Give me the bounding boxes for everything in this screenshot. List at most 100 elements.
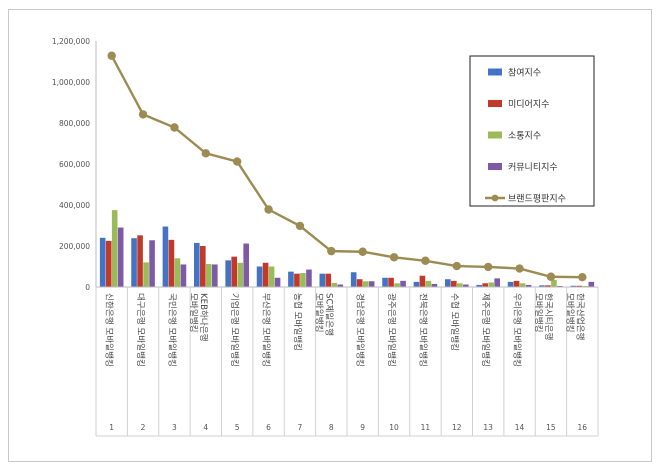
- bar-4: [494, 278, 500, 287]
- reputation-point: [483, 262, 493, 272]
- rank-label: 14: [515, 423, 525, 432]
- bar-1: [507, 281, 514, 287]
- rank-label: 12: [452, 423, 462, 432]
- reputation-point: [264, 205, 273, 214]
- reputation-point: [546, 272, 556, 281]
- category-label: 경남은행 모바일뱅킹: [355, 293, 367, 367]
- bar-1: [570, 285, 577, 287]
- bar-4: [149, 240, 155, 287]
- rank-label: 5: [235, 423, 240, 432]
- x-axis: 신한은행 모바일뱅킹 1 대구은행 모바일뱅킹 2 국민은행 모바일뱅킹 3 KEB하나은행…: [95, 286, 599, 437]
- y-tick-label: 0: [85, 283, 90, 292]
- bar-2: [262, 262, 269, 287]
- bar-3: [174, 258, 181, 287]
- rank-label: 9: [360, 423, 365, 432]
- bar-2: [576, 285, 583, 287]
- y-axis: 0 200,000 400,000 600,000 800,000 1,000,000 1,…: [52, 37, 97, 292]
- bar-2: [419, 275, 426, 287]
- bar-3: [237, 262, 243, 287]
- bar-1: [445, 279, 451, 287]
- bar-2: [451, 280, 457, 287]
- bar-4: [274, 277, 281, 287]
- bar-4: [588, 281, 595, 287]
- category-label: 기업은행 모바일뱅킹: [229, 293, 241, 367]
- legend-label: 미디어지수: [508, 99, 549, 110]
- bar-4: [557, 285, 563, 287]
- category-label: 전북은행 모바일뱅킹: [417, 293, 429, 367]
- reputation-point: [201, 149, 211, 158]
- bar-1: [476, 284, 482, 287]
- bar-3: [488, 282, 494, 287]
- bar-4: [243, 243, 249, 287]
- rank-label: 4: [203, 423, 208, 432]
- bar-1: [413, 281, 420, 287]
- category-label: 제주은행 모바일뱅킹: [480, 293, 492, 367]
- bar-3: [519, 283, 526, 287]
- reputation-point: [107, 51, 116, 60]
- reputation-point: [295, 221, 305, 231]
- bar-1: [194, 242, 200, 287]
- y-tick-label: 1,000,000: [52, 78, 90, 87]
- bar-4: [117, 227, 124, 287]
- bar-4: [463, 284, 469, 287]
- y-tick-label: 1,200,000: [52, 37, 90, 46]
- category-label: 대구은행 모바일뱅킹: [135, 293, 147, 367]
- bar-3: [111, 210, 118, 287]
- bar-2: [325, 273, 332, 287]
- bar-3: [268, 266, 275, 287]
- category-label: SC제일은행모바일뱅킹: [313, 293, 335, 336]
- reputation-line: [107, 51, 587, 282]
- rank-label: 3: [172, 423, 177, 432]
- category-label: 광주은행 모바일뱅킹: [386, 293, 398, 367]
- bar-4: [306, 269, 312, 287]
- rank-label: 13: [483, 423, 493, 432]
- category-label: 우리은행 모바일뱅킹: [512, 293, 524, 367]
- reputation-point: [515, 264, 524, 273]
- bar-3: [362, 281, 369, 287]
- bar-2: [545, 285, 551, 287]
- reputation-line-path: [110, 55, 583, 279]
- bar-3: [300, 273, 306, 287]
- legend-swatch: [488, 163, 502, 170]
- bar-4: [525, 284, 532, 287]
- category-label: 한국산업은행모바일뱅킹: [564, 293, 586, 341]
- bar-4: [400, 280, 406, 287]
- rank-label: 10: [389, 423, 399, 432]
- bar-2: [482, 283, 488, 287]
- rank-label: 2: [141, 423, 146, 432]
- legend-swatch-marker: [491, 194, 499, 202]
- bar-1: [382, 277, 388, 287]
- reputation-point: [389, 253, 399, 262]
- legend-box: [469, 55, 595, 207]
- y-tick-label: 400,000: [59, 201, 90, 210]
- legend-swatch: [488, 100, 502, 107]
- bars: [99, 210, 595, 287]
- bar-3: [425, 280, 432, 287]
- bar-4: [212, 264, 218, 287]
- legend-label: 참여지수: [508, 67, 541, 79]
- bar-4: [368, 281, 375, 287]
- bar-1: [256, 266, 263, 287]
- bar-1: [319, 273, 326, 287]
- rank-label: 1: [109, 423, 114, 432]
- bar-3: [582, 285, 589, 287]
- bar-1: [350, 272, 357, 287]
- reputation-point: [578, 272, 587, 282]
- category-label: 신한은행 모바일뱅킹: [104, 293, 116, 367]
- legend-label: 커뮤니티지수: [508, 162, 558, 173]
- category-label: 한국시티은행모바일뱅킹: [533, 293, 555, 341]
- reputation-point: [358, 247, 367, 256]
- bar-1: [288, 271, 294, 287]
- bar-3: [206, 264, 212, 287]
- reputation-point: [452, 261, 462, 271]
- bar-1: [162, 226, 169, 287]
- y-tick-label: 800,000: [59, 119, 90, 128]
- reputation-point: [421, 256, 430, 265]
- bar-2: [294, 273, 300, 287]
- rank-label: 7: [298, 423, 303, 432]
- bar-1: [99, 237, 106, 287]
- bar-4: [431, 283, 438, 287]
- category-label: KEB하나은행모바일뱅킹: [188, 293, 210, 342]
- legend-label: 브랜드평판지수: [508, 194, 566, 205]
